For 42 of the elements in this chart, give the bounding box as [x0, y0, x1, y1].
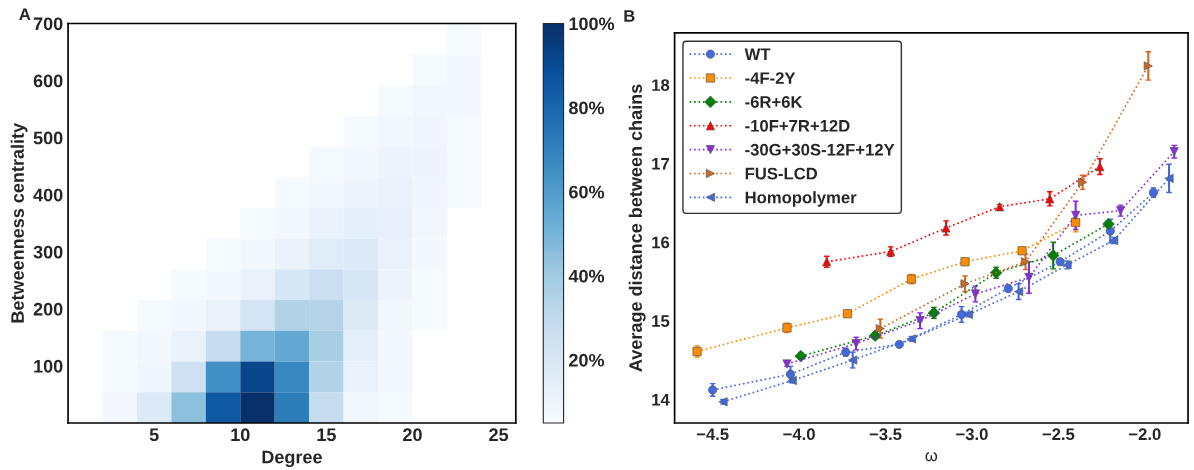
- y-tick-label: 500: [33, 131, 63, 145]
- y-tick-label: 17: [652, 158, 670, 170]
- y-tick-label: 300: [33, 245, 63, 259]
- x-axis-title: ω: [925, 452, 938, 462]
- x-tick-label: −2.0: [1129, 428, 1161, 441]
- x-tick-label: 20: [403, 428, 422, 442]
- legend-label: Homopolymer: [745, 191, 857, 207]
- y-tick-label: 700: [33, 17, 63, 31]
- y-tick-label: 400: [33, 188, 63, 202]
- legend-label: -30G+30S-12F+12Y: [745, 143, 895, 156]
- x-tick-label: 15: [317, 428, 336, 442]
- x-tick-label: 10: [231, 428, 250, 442]
- y-tick-label: 14: [652, 393, 670, 406]
- legend-label: FUS-LCD: [745, 167, 818, 180]
- color-bar-label: 80%: [569, 101, 605, 115]
- y-tick-label: 15: [652, 315, 670, 327]
- y-axis-title: Betweenness centrality: [10, 122, 28, 323]
- x-tick-label: 5: [149, 428, 159, 442]
- color-bar-label: 40%: [568, 269, 605, 283]
- x-tick-label: −3.5: [869, 428, 902, 441]
- x-tick-label: −4.5: [696, 428, 729, 441]
- x-tick-label: 25: [489, 428, 509, 442]
- y-tick-label: 200: [33, 302, 63, 316]
- y-tick-label: 18: [652, 79, 670, 92]
- text: A: [19, 8, 31, 21]
- legend-label: -4F-2Y: [745, 72, 796, 84]
- y-tick-label: 16: [652, 236, 670, 249]
- x-tick-label: −2.5: [1042, 428, 1075, 441]
- y-tick-label: 600: [33, 74, 63, 88]
- color-bar-label: 20%: [569, 353, 605, 367]
- y-axis-title: Average distance between chains: [628, 84, 646, 372]
- legend-label: -6R+6K: [745, 96, 803, 108]
- point: [1024, 272, 1034, 283]
- y-tick-label: 100: [34, 359, 63, 373]
- x-axis-title: Degree: [262, 450, 322, 468]
- x-tick-label: −4.0: [783, 428, 815, 441]
- legend-label: -10F+7R+12D: [745, 119, 850, 132]
- text: B: [624, 10, 635, 22]
- color-bar-label: 60%: [569, 185, 605, 199]
- x-tick-label: −3.0: [956, 428, 988, 441]
- legend-label: WT: [744, 48, 771, 60]
- color-bar-label: 100%: [569, 17, 615, 31]
